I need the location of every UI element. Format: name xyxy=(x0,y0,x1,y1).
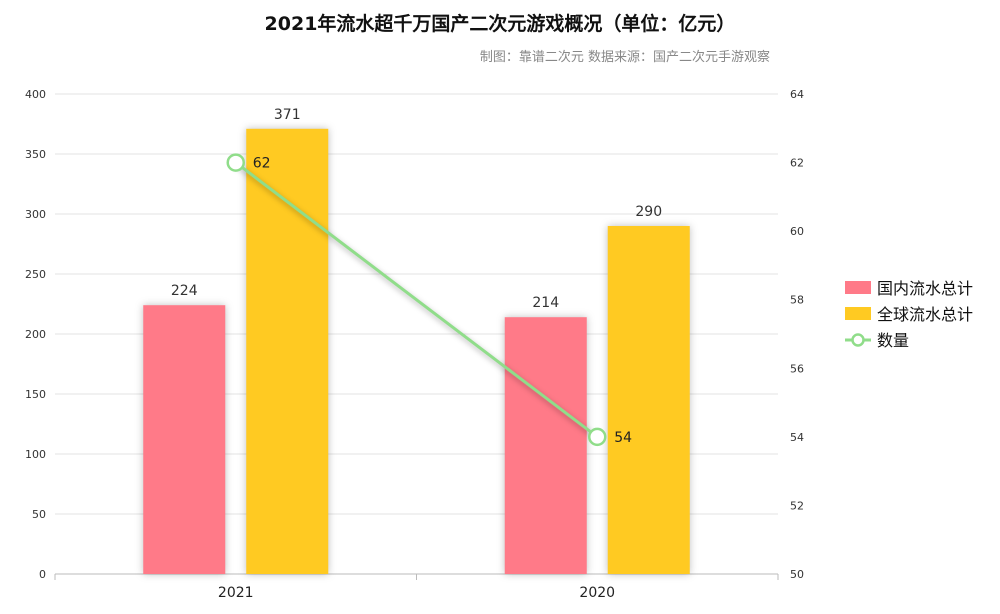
left-axis-tick-label: 0 xyxy=(39,568,46,581)
right-axis-tick-label: 50 xyxy=(790,568,804,581)
bar xyxy=(246,128,329,575)
right-axis-tick-label: 60 xyxy=(790,225,804,238)
right-axis-tick-label: 52 xyxy=(790,499,804,512)
line-path xyxy=(234,161,599,439)
line-point xyxy=(588,427,607,447)
line-data-label: 54 xyxy=(614,430,632,446)
line-point xyxy=(226,153,245,172)
legend-label: 全球流水总计 xyxy=(877,305,973,324)
left-axis-tick-label: 250 xyxy=(25,268,46,281)
line-data-label: 62 xyxy=(253,156,271,172)
legend-swatch xyxy=(845,307,871,320)
legend-label: 数量 xyxy=(877,331,909,350)
left-axis-tick-label: 300 xyxy=(25,208,46,221)
bar-data-label: 224 xyxy=(171,283,198,299)
left-axis-tick-label: 150 xyxy=(25,388,46,401)
right-axis-tick-label: 54 xyxy=(790,431,804,444)
left-axis-tick-label: 200 xyxy=(25,328,46,341)
right-axis-tick-label: 58 xyxy=(790,294,804,307)
right-axis-tick-label: 64 xyxy=(790,88,804,101)
bar-data-label: 371 xyxy=(274,107,301,123)
x-axis-tick-label: 2020 xyxy=(579,585,615,601)
bar-data-label: 290 xyxy=(635,204,662,220)
bars: 224 371 214 290 xyxy=(143,107,690,575)
left-axis-tick-label: 350 xyxy=(25,148,46,161)
legend-marker xyxy=(851,333,865,347)
bar xyxy=(504,317,587,574)
left-axis-tick-label: 400 xyxy=(25,88,46,101)
chart-title: 2021年流水超千万国产二次元游戏概况（单位：亿元） xyxy=(265,12,736,35)
right-axis-tick-label: 56 xyxy=(790,362,804,375)
bar-data-label: 214 xyxy=(532,295,559,311)
line-series: 62 54 xyxy=(226,153,632,447)
chart-subtitle: 制图：靠谱二次元 数据来源：国产二次元手游观察 xyxy=(480,49,770,65)
left-axis-tick-label: 100 xyxy=(25,448,46,461)
bar xyxy=(607,226,690,574)
axes: 0 50 100 150 200 250 300 350 400 50 52 54 56 58 60 62 64… xyxy=(25,88,804,601)
bar xyxy=(143,305,226,574)
legend-swatch xyxy=(845,281,871,294)
right-axis-tick-label: 62 xyxy=(790,157,804,170)
left-axis-tick-label: 50 xyxy=(32,508,46,521)
x-axis-tick-label: 2021 xyxy=(218,585,254,601)
legend-label: 国内流水总计 xyxy=(877,279,973,298)
